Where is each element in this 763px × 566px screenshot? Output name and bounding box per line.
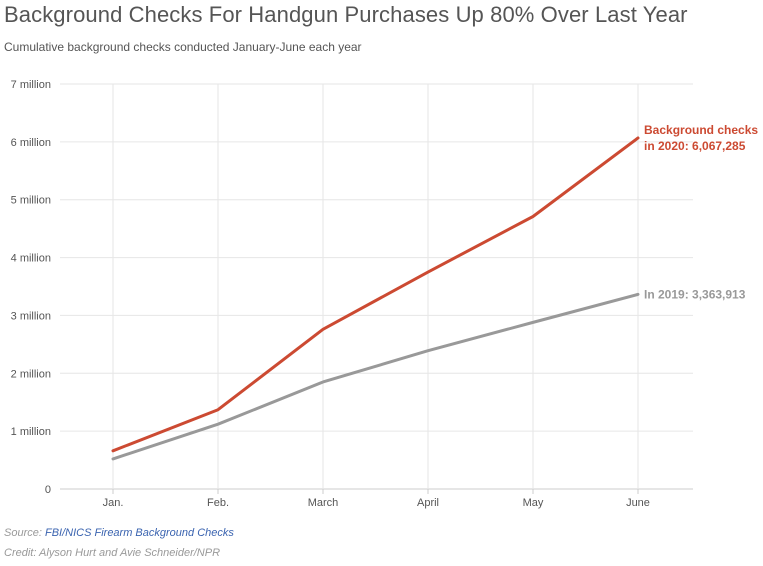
x-tick-label: May xyxy=(523,497,544,509)
x-tick-label: April xyxy=(417,497,439,509)
chart-title: Background Checks For Handgun Purchases … xyxy=(4,2,688,27)
source-link[interactable]: FBI/NICS Firearm Background Checks xyxy=(44,527,234,539)
y-tick-label: 5 million xyxy=(11,195,51,207)
x-tick-label: Jan. xyxy=(103,497,124,509)
y-tick-label: 3 million xyxy=(11,310,51,322)
y-tick-label: 7 million xyxy=(11,79,51,91)
series-line-y2020 xyxy=(111,136,640,453)
x-tick-label: March xyxy=(308,497,339,509)
series-annotation-y2019: In 2019: 3,363,913 xyxy=(644,287,746,301)
source-note: Source: FBI/NICS Firearm Background Chec… xyxy=(4,527,234,539)
line-chart: 0 1 million 2 million 3 million 4 million 5 m… xyxy=(11,79,759,509)
y-tick-label: 4 million xyxy=(11,253,51,265)
y-tick-label: 0 xyxy=(45,484,51,496)
series-annotation-y2020: Background checks xyxy=(644,123,758,137)
credit-note: Credit: Alyson Hurt and Avie Schneider/N… xyxy=(4,547,221,559)
y-tick-label: 6 million xyxy=(11,137,51,149)
series-annotation-y2020: in 2020: 6,067,285 xyxy=(644,139,746,153)
series-line-y2019 xyxy=(111,292,640,461)
source-prefix: Source: xyxy=(4,527,42,539)
x-tick-label: June xyxy=(626,497,650,509)
chart-subtitle: Cumulative background checks conducted J… xyxy=(4,40,362,54)
x-tick-label: Feb. xyxy=(207,497,229,509)
y-tick-label: 2 million xyxy=(11,368,51,380)
y-tick-label: 1 million xyxy=(11,426,51,438)
